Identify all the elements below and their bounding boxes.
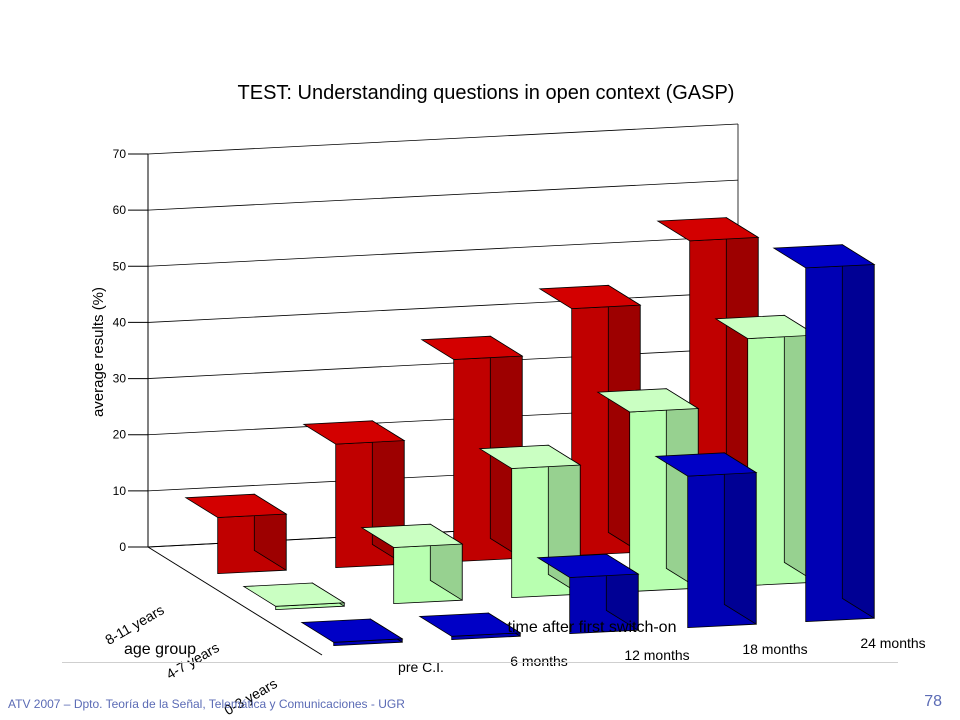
bar	[772, 243, 876, 623]
bar-top	[300, 618, 404, 643]
footer-divider	[62, 662, 898, 663]
bar-top	[420, 335, 524, 360]
page-number: 78	[924, 693, 942, 710]
bar-top	[478, 444, 582, 469]
y-tick-label: 60	[113, 203, 127, 217]
bar-top	[536, 553, 640, 578]
bar-top	[538, 284, 642, 310]
bar	[360, 523, 464, 605]
x-axis-label: time after first switch-on	[508, 619, 677, 636]
grid-line	[147, 292, 739, 323]
bar-top	[656, 217, 760, 242]
x-tick-label: 6 months	[510, 653, 568, 669]
bar	[242, 582, 346, 611]
footer-text: ATV 2007 – Dpto. Teoría de la Señal, Tel…	[8, 697, 405, 711]
bar-side	[723, 452, 757, 625]
chart-title: TEST: Understanding questions in open co…	[238, 82, 735, 104]
x-tick-label: 12 months	[624, 647, 689, 663]
depth-axis-label: age group	[124, 641, 196, 658]
floor-left-edge	[147, 546, 323, 656]
y-tick-label: 20	[113, 428, 127, 442]
bar	[184, 493, 288, 575]
bar-top	[302, 420, 406, 445]
chart-bars	[184, 216, 876, 647]
y-axis-label: average results (%)	[90, 287, 107, 417]
bar-top	[654, 452, 758, 477]
bar	[536, 553, 640, 635]
bar-top	[772, 244, 876, 269]
grid-line	[147, 235, 739, 267]
y-tick-label: 10	[113, 484, 127, 498]
bar-top	[242, 582, 346, 607]
bar	[654, 452, 758, 629]
bar	[300, 618, 404, 647]
x-tick-label: pre C.I.	[398, 659, 444, 675]
y-tick-label: 30	[113, 372, 127, 386]
bar	[302, 420, 406, 569]
x-tick-label: 24 months	[860, 635, 925, 651]
grid-line	[147, 123, 739, 155]
x-tick-label: 18 months	[742, 641, 807, 657]
y-tick-label: 40	[113, 315, 127, 329]
y-tick-label: 50	[113, 259, 127, 273]
bar-side	[841, 243, 875, 619]
bar-top	[596, 388, 700, 413]
bar-top	[360, 523, 464, 548]
y-tick-label: 70	[113, 147, 127, 161]
y-tick-label: 0	[119, 540, 126, 554]
bar-top	[714, 314, 818, 340]
bar	[418, 612, 522, 641]
bar-top	[418, 612, 522, 637]
grid-line	[147, 179, 739, 211]
bar-top	[184, 493, 288, 518]
